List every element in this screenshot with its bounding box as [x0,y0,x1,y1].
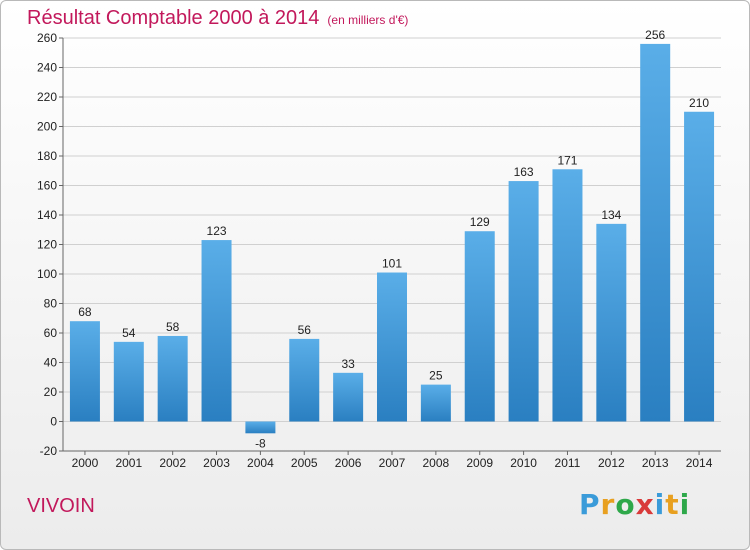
y-tick-label: 100 [37,267,57,281]
y-tick-label: 0 [50,415,57,429]
bars: 68 54 58 123 -8 56 33 101 25 129 163 171 134 256 210 [69,28,715,450]
y-tick-label: 220 [37,90,57,104]
data-label-2000: 68 [78,305,92,319]
y-tick-label: 80 [44,297,58,311]
x-tick-label-2007: 2007 [379,456,406,470]
y-tick-label: 260 [37,31,57,45]
bar-2011 [552,169,583,422]
y-tick-label: 20 [44,385,58,399]
bar-2007 [377,272,407,422]
bar-2010 [508,181,539,422]
x-tick-label-2010: 2010 [510,456,537,470]
commune-name: VIVOIN [27,495,95,517]
x-tick-label-2002: 2002 [159,456,186,470]
logo-letter: r [600,488,616,521]
bar-2008 [420,384,451,422]
logo-letter: i [679,488,691,521]
axes: -20 0 20 40 60 80 100 120 140 160 180 200 220 240 260 2… [37,31,721,470]
data-label-2006: 33 [341,357,355,371]
x-tick-label-2014: 2014 [686,456,713,470]
x-tick-label-2006: 2006 [335,456,362,470]
proxiti-logo: Proxiti [579,488,690,521]
x-tick-label-2004: 2004 [247,456,274,470]
x-tick-label-2013: 2013 [642,456,669,470]
data-label-2009: 129 [470,215,490,229]
y-tick-label: 40 [44,356,58,370]
bar-2004 [245,421,276,434]
data-label-2011: 171 [557,153,577,167]
y-tick-label: 240 [37,61,57,75]
x-tick-label-2000: 2000 [72,456,99,470]
data-label-2005: 56 [298,323,312,337]
bar-2006 [333,372,364,422]
data-label-2010: 163 [514,165,534,179]
chart-unit: (en milliers d'€) [327,13,409,27]
y-tick-label: 120 [37,238,57,252]
x-tick-label-2003: 2003 [203,456,230,470]
x-tick-label-2009: 2009 [466,456,493,470]
bar-2000 [69,321,100,422]
bar-2002 [157,335,188,422]
y-tick-label: 60 [44,326,58,340]
bar-2013 [640,43,671,422]
x-tick-label-2011: 2011 [555,456,581,470]
logo-letter: P [579,488,601,521]
data-label-2002: 58 [166,320,180,334]
x-tick-label-2008: 2008 [423,456,450,470]
bar-2014 [684,111,715,422]
data-label-2013: 256 [645,28,665,42]
x-tick-label-2012: 2012 [598,456,625,470]
bar-2009 [464,231,495,422]
y-tick-label: 180 [37,149,57,163]
bar-2001 [113,341,144,422]
bar-2005 [289,338,320,422]
data-label-2004: -8 [255,436,266,450]
logo-letter: o [615,488,636,521]
y-tick-label: -20 [40,444,58,458]
data-label-2014: 210 [689,96,709,110]
y-tick-label: 140 [37,208,57,222]
x-tick-label-2001: 2001 [115,456,142,470]
data-label-2001: 54 [122,326,136,340]
data-label-2008: 25 [429,369,443,383]
y-tick-label: 200 [37,120,57,134]
bar-2012 [596,223,627,422]
logo-letter: i [654,488,666,521]
data-label-2007: 101 [382,257,402,271]
chart-title-text: Résultat Comptable 2000 à 2014 [27,7,320,29]
data-label-2003: 123 [207,224,227,238]
x-tick-label-2005: 2005 [291,456,318,470]
logo-letter: t [665,488,680,521]
logo-letter: x [635,488,655,521]
bar-2003 [201,240,232,422]
data-label-2012: 134 [601,208,621,222]
y-tick-label: 160 [37,179,57,193]
chart-title: Résultat Comptable 2000 à 2014 (en millie… [27,7,408,30]
